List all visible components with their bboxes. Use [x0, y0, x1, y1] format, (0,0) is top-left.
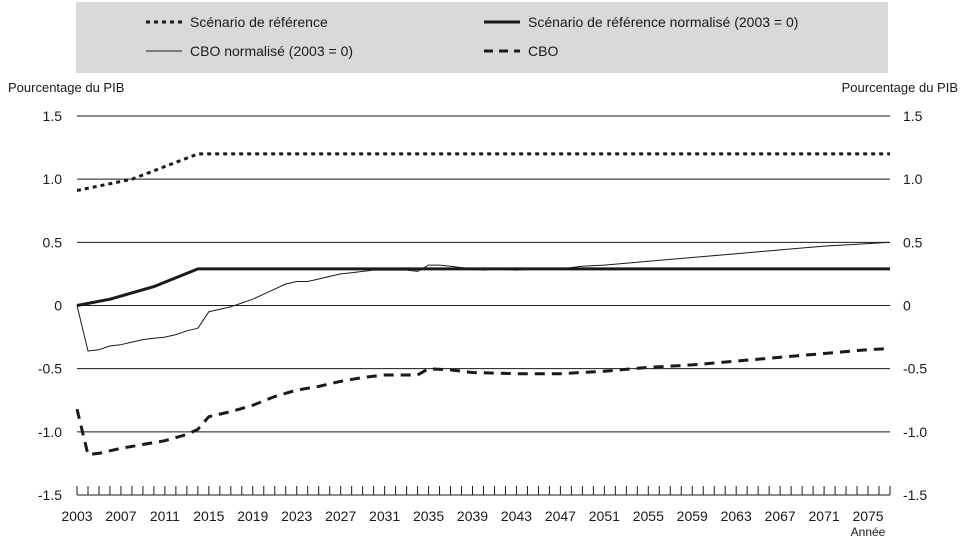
legend-swatch-thick — [484, 20, 520, 24]
x-tick-label: 2003 — [61, 508, 92, 524]
y-tick-label-left: -1.0 — [38, 424, 62, 440]
x-tick-label: 2043 — [501, 508, 532, 524]
series-lines — [75, 152, 891, 457]
y-tick-label-left: 1.0 — [43, 171, 63, 187]
legend-label: Scénario de référence normalisé (2003 = … — [528, 14, 799, 30]
series-line-dotted — [76, 152, 890, 192]
x-tick-label: 2059 — [677, 508, 708, 524]
y-tick-label-left: 1.5 — [43, 108, 63, 124]
y-tick-label-left: -0.5 — [38, 361, 62, 377]
series-line-thick — [76, 267, 890, 307]
y-tick-label-left: 0 — [54, 298, 62, 314]
legend-label: Scénario de référence — [190, 14, 328, 30]
y-tick-label-left: 0.5 — [43, 234, 63, 250]
x-tick-label: 2019 — [237, 508, 268, 524]
y-tick-labels: 1.5 1.5 1.0 1.0 0.5 0.5 0 0 -0.5 -0.5 -1.0 -1.0 -1.5… — [38, 108, 927, 503]
legend-label: CBO normalisé (2003 = 0) — [190, 43, 354, 59]
legend: Scénario de référence Scénario de référe… — [76, 2, 888, 73]
legend-swatch-dotted — [146, 20, 182, 24]
x-tick-label: 2071 — [809, 508, 840, 524]
x-tick-label: 2055 — [633, 508, 664, 524]
x-tick-label: 2039 — [457, 508, 488, 524]
x-tick-label: 2015 — [193, 508, 224, 524]
x-tick-label: 2023 — [281, 508, 312, 524]
x-axis-title: Année — [851, 525, 886, 539]
x-tick-label: 2063 — [721, 508, 752, 524]
x-tick-label: 2031 — [369, 508, 400, 524]
legend-item-scenario-reference-normalise: Scénario de référence normalisé (2003 = … — [484, 14, 798, 30]
x-tick-label: 2007 — [105, 508, 136, 524]
y-tick-label-right: -1.5 — [903, 487, 927, 503]
legend-swatch-dashed — [484, 49, 520, 53]
x-tick-label: 2047 — [545, 508, 576, 524]
x-tick-label: 2011 — [150, 508, 180, 524]
y-tick-label-right: 0.5 — [903, 234, 923, 250]
legend-item-cbo-normalise: CBO normalisé (2003 = 0) — [146, 43, 353, 59]
series-line-thin — [76, 241, 891, 352]
y-tick-label-right: -1.0 — [903, 424, 927, 440]
y-axis-title-right: Pourcentage du PIB — [841, 80, 958, 95]
y-tick-label-right: -0.5 — [903, 361, 927, 377]
legend-item-scenario-reference: Scénario de référence — [146, 14, 328, 30]
x-tick-label: 2035 — [413, 508, 444, 524]
x-axis-ticks — [76, 486, 891, 495]
x-tick-label: 2075 — [852, 508, 883, 524]
x-tick-label: 2027 — [325, 508, 356, 524]
x-tick-label: 2067 — [765, 508, 796, 524]
series-line-dashed — [75, 347, 891, 457]
y-tick-label-right: 1.5 — [903, 108, 923, 124]
y-tick-label-left: -1.5 — [38, 487, 62, 503]
x-tick-label: 2051 — [589, 508, 620, 524]
y-tick-label-right: 1.0 — [903, 171, 923, 187]
y-tick-label-right: 0 — [903, 298, 911, 314]
legend-item-cbo: CBO — [484, 43, 558, 59]
grid-lines — [77, 115, 890, 496]
legend-label: CBO — [528, 43, 559, 59]
legend-swatch-thin — [146, 50, 182, 52]
x-tick-labels: 2003 2007 2011 2015 2019 2023 2027 2031 2035 2039… — [61, 508, 883, 524]
y-axis-title-left: Pourcentage du PIB — [8, 80, 125, 95]
